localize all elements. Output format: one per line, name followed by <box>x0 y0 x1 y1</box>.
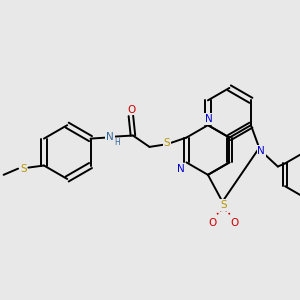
Text: N: N <box>177 164 185 174</box>
Text: N: N <box>205 114 213 124</box>
Text: S: S <box>164 138 170 148</box>
Text: O: O <box>208 218 216 228</box>
Text: S: S <box>20 164 27 174</box>
Text: S: S <box>220 200 227 210</box>
Text: N: N <box>257 146 265 156</box>
Text: O: O <box>231 218 239 228</box>
Text: N: N <box>106 132 114 142</box>
Text: O: O <box>128 105 136 115</box>
Text: H: H <box>115 138 120 147</box>
